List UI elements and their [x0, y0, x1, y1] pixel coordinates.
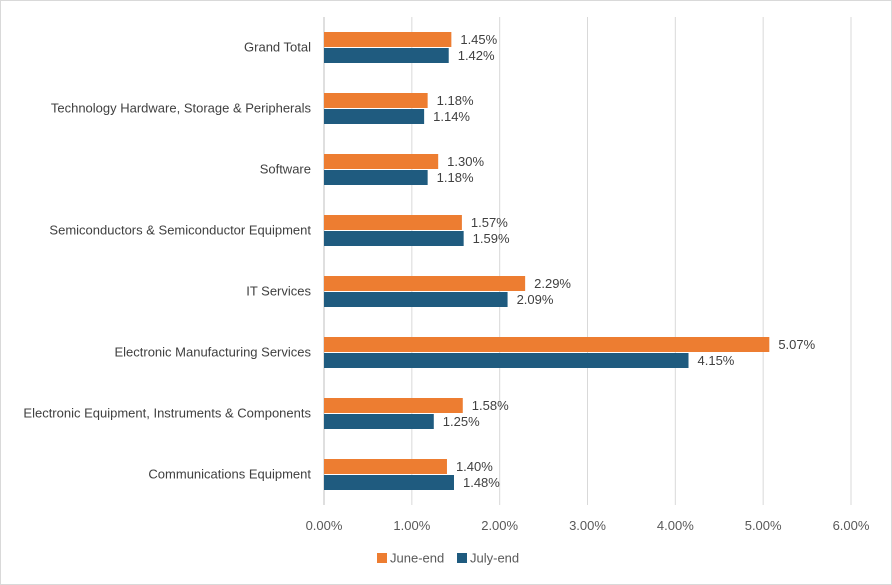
data-label: 1.59% — [473, 231, 510, 246]
bar-june-end — [324, 93, 428, 108]
legend-label: July-end — [470, 551, 519, 566]
category-label: Electronic Equipment, Instruments & Comp… — [23, 406, 311, 421]
x-tick-label: 1.00% — [393, 518, 430, 533]
bar-july-end — [324, 475, 454, 490]
category-label: Technology Hardware, Storage & Periphera… — [51, 101, 312, 116]
legend-swatch-june-end — [377, 553, 387, 563]
category-label: Software — [260, 162, 311, 177]
bar-june-end — [324, 154, 439, 169]
data-label: 1.42% — [458, 48, 495, 63]
data-label: 1.14% — [433, 109, 470, 124]
category-label: Electronic Manufacturing Services — [114, 345, 311, 360]
x-tick-label: 6.00% — [833, 518, 870, 533]
bar-july-end — [324, 109, 425, 124]
category-label: Communications Equipment — [148, 467, 311, 482]
data-label: 1.18% — [437, 93, 474, 108]
x-tick-label: 3.00% — [569, 518, 606, 533]
data-label: 1.45% — [460, 32, 497, 47]
bar-june-end — [324, 459, 447, 474]
data-label: 1.58% — [472, 398, 509, 413]
category-label: IT Services — [246, 284, 311, 299]
bar-june-end — [324, 276, 526, 291]
legend-swatch-july-end — [457, 553, 467, 563]
bar-july-end — [324, 170, 428, 185]
data-label: 1.57% — [471, 215, 508, 230]
data-label: 1.40% — [456, 459, 493, 474]
bar-july-end — [324, 231, 464, 246]
bar-july-end — [324, 414, 434, 429]
data-label: 1.48% — [463, 475, 500, 490]
data-label: 4.15% — [698, 353, 735, 368]
bar-june-end — [324, 398, 463, 413]
bar-june-end — [324, 337, 770, 352]
bar-june-end — [324, 215, 462, 230]
data-label: 1.18% — [437, 170, 474, 185]
bar-july-end — [324, 353, 689, 368]
legend-label: June-end — [390, 551, 444, 566]
category-label: Semiconductors & Semiconductor Equipment — [49, 223, 311, 238]
bar-june-end — [324, 32, 452, 47]
category-label: Grand Total — [244, 40, 311, 55]
data-label: 5.07% — [778, 337, 815, 352]
data-label: 2.29% — [534, 276, 571, 291]
bar-july-end — [324, 48, 449, 63]
x-tick-label: 5.00% — [745, 518, 782, 533]
bar-july-end — [324, 292, 508, 307]
data-label: 1.30% — [447, 154, 484, 169]
data-label: 2.09% — [517, 292, 554, 307]
x-tick-label: 2.00% — [481, 518, 518, 533]
data-label: 1.25% — [443, 414, 480, 429]
x-tick-label: 4.00% — [657, 518, 694, 533]
x-tick-label: 0.00% — [306, 518, 343, 533]
